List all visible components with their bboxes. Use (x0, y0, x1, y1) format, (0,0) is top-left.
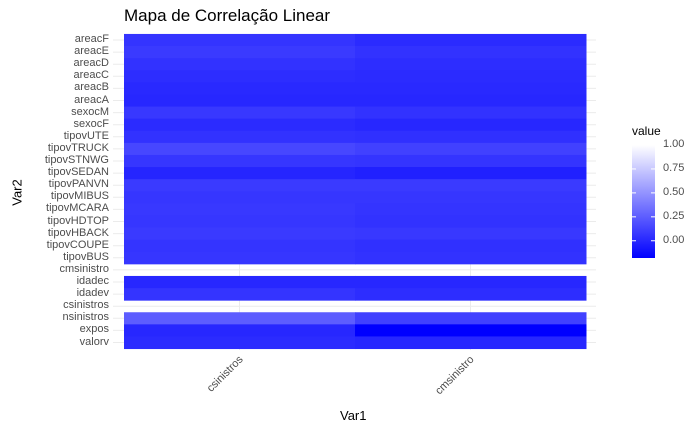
heatmap-cell (124, 288, 356, 301)
y-tick-label: areacF (74, 33, 109, 45)
legend-tick-label: 0.50 (663, 185, 685, 198)
y-tick-label: tipovCOUPE (46, 238, 109, 251)
heatmap-cell (355, 33, 587, 47)
heatmap-cell (124, 203, 356, 216)
heatmap-cell (355, 154, 587, 168)
y-tick-label: expos (79, 323, 109, 336)
heatmap-cell (355, 336, 587, 350)
heatmap-cell (355, 179, 587, 192)
y-tick-label: cmsinistro (59, 262, 109, 275)
heatmap-cell (124, 82, 356, 95)
legend-tick-label: 0.00 (663, 233, 685, 246)
heatmap-cell (355, 275, 587, 289)
heatmap-cell (355, 324, 587, 337)
y-tick-label: tipovHDTOP (47, 214, 109, 227)
heatmap-cell (124, 275, 356, 289)
heatmap-cell (355, 215, 587, 229)
heatmap-cell (355, 239, 587, 253)
y-tick-label: areacA (74, 93, 109, 106)
y-tick-label: valorv (79, 335, 109, 348)
heatmap-cell (355, 130, 587, 144)
y-tick-label: areacB (74, 81, 109, 94)
heatmap-cell (124, 227, 356, 241)
heatmap-cell (355, 106, 587, 120)
heatmap-cell (124, 215, 356, 229)
heatmap-cell (124, 33, 356, 47)
heatmap-cell (124, 324, 356, 337)
y-tick-label: sexocM (71, 105, 109, 118)
y-tick-label: idadev (76, 287, 109, 300)
y-tick-label: tipovSTNWG (44, 154, 109, 166)
heatmap-cell (355, 58, 587, 71)
y-tick-label: areacC (73, 69, 109, 82)
y-tick-label: areacE (74, 45, 109, 58)
heatmap-cell (355, 191, 587, 204)
y-tick-label: sexocF (73, 117, 109, 130)
legend-tick-label: 0.75 (663, 161, 685, 174)
y-axis-title: Var2 (9, 179, 25, 206)
heatmap-cell (124, 251, 356, 265)
heatmap-cell (355, 118, 587, 132)
heatmap-cell (355, 82, 587, 95)
heatmap-cell (355, 251, 587, 265)
heatmap-cell (124, 130, 356, 144)
y-tick-label: tipovBUS (63, 250, 109, 263)
heatmap-cell (355, 167, 587, 180)
heatmap-cell (124, 106, 356, 120)
heatmap-cell (124, 312, 356, 325)
heatmap-cell (124, 167, 356, 180)
heatmap-cell (124, 179, 356, 192)
chart-title: Mapa de Correlação Linear (124, 6, 331, 25)
heatmap-cell (355, 94, 587, 108)
heatmap-cell (124, 94, 356, 108)
y-tick-label: tipovPANVN (48, 178, 109, 191)
y-tick-label: tipovSEDAN (47, 166, 109, 179)
y-tick-label: tipovMCARA (46, 202, 109, 215)
legend-colorbar (632, 145, 655, 258)
y-tick-label: tipovHBACK (47, 226, 109, 239)
y-tick-label: tipovUTE (63, 129, 109, 142)
y-tick-label: tipovMIBUS (50, 190, 109, 203)
heatmap-cell (124, 336, 356, 350)
x-tick-label: csinistros (205, 353, 246, 394)
y-tick-label: areacD (73, 57, 109, 70)
legend-title: value (632, 124, 661, 138)
heatmap-cell (124, 70, 356, 83)
heatmap-cell (124, 239, 356, 253)
heatmap-cell (355, 227, 587, 241)
heatmap-cell (124, 46, 356, 59)
legend-tick-label: 0.25 (663, 209, 685, 222)
heatmap-cell (124, 118, 356, 132)
heatmap-cell (124, 191, 356, 204)
heatmap-cell (355, 312, 587, 325)
x-tick-label: cmsinistro (433, 354, 476, 397)
heatmap-cell (355, 46, 587, 59)
x-axis-title: Var1 (340, 408, 367, 423)
heatmap-cell (124, 154, 356, 168)
heatmap-cell (124, 58, 356, 71)
heatmap-cell (124, 142, 356, 156)
heatmap-cell (355, 70, 587, 83)
heatmap-cell (355, 203, 587, 216)
y-tick-label: tipovTRUCK (47, 141, 109, 154)
y-tick-label: nsinistros (62, 311, 109, 324)
y-tick-label: idadec (76, 275, 109, 287)
heatmap-cell (355, 288, 587, 301)
legend-tick-label: 1.00 (663, 138, 685, 150)
y-tick-label: csinistros (63, 299, 109, 312)
heatmap-cell (355, 142, 587, 156)
